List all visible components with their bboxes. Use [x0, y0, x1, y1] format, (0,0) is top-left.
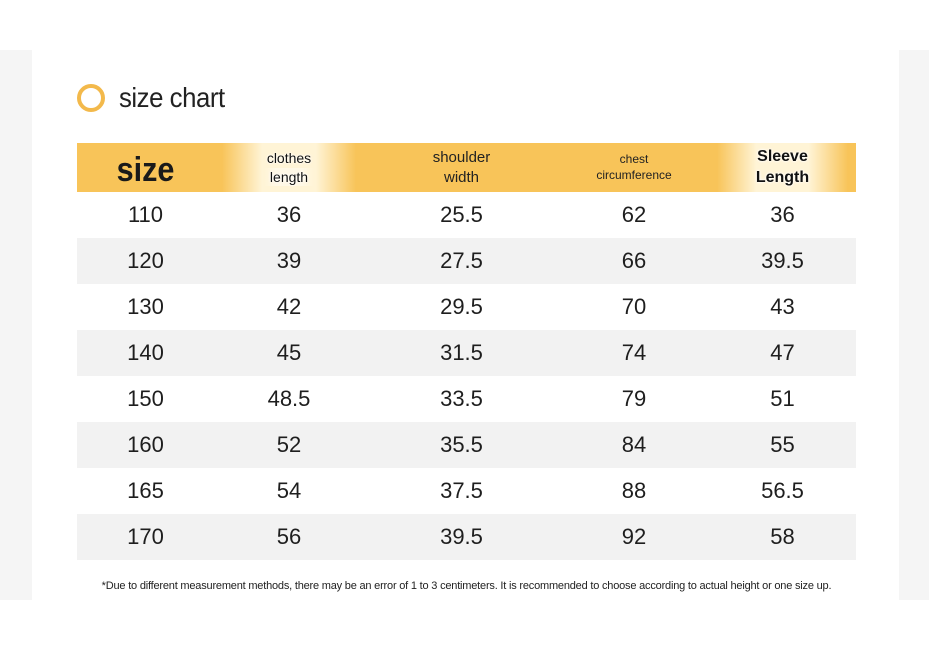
- table-header: size clothes length shoulder width chest…: [77, 143, 856, 192]
- cell-chest-circumference: 74: [621, 340, 647, 365]
- table-row: 140 45 31.5 74 47: [77, 330, 856, 376]
- left-margin-band: [0, 50, 32, 600]
- cell-sleeve-length: 51: [770, 386, 795, 411]
- cell-size: 150: [127, 386, 164, 411]
- cell-sleeve-length: 47: [770, 340, 795, 365]
- header-shoulder-width: shoulder width: [432, 149, 491, 186]
- cell-chest-circumference: 66: [621, 248, 647, 273]
- cell-shoulder-width: 31.5: [440, 340, 483, 365]
- footnote: *Due to different measurement methods, t…: [101, 580, 832, 592]
- table-row: 165 54 37.5 88 56.5: [77, 468, 856, 514]
- cell-size: 170: [127, 524, 164, 549]
- cell-chest-circumference: 79: [621, 386, 647, 411]
- header-sleeve-length: Sleeve Length: [709, 143, 856, 192]
- right-margin-band: [899, 50, 929, 600]
- cell-size: 120: [127, 248, 164, 273]
- table-row: 150 48.5 33.5 79 51: [77, 376, 856, 422]
- cell-chest-circumference: 62: [621, 202, 647, 227]
- cell-sleeve-length: 36: [770, 202, 795, 227]
- cell-clothes-length: 56: [276, 524, 302, 549]
- cell-sleeve-length: 43: [770, 294, 795, 319]
- circle-icon: [77, 84, 105, 112]
- cell-shoulder-width: 25.5: [440, 202, 483, 227]
- header-clothes-length: clothes length: [214, 143, 364, 192]
- cell-sleeve-length: 56.5: [761, 478, 804, 503]
- header-chest-circumference: chest circumference: [596, 151, 672, 182]
- cell-sleeve-length: 55: [770, 432, 795, 457]
- cell-clothes-length: 45: [276, 340, 302, 365]
- cell-shoulder-width: 37.5: [440, 478, 483, 503]
- cell-shoulder-width: 33.5: [440, 386, 483, 411]
- cell-size: 110: [127, 202, 164, 227]
- cell-chest-circumference: 88: [621, 478, 647, 503]
- cell-sleeve-length: 58: [770, 524, 795, 549]
- table-row: 160 52 35.5 84 55: [77, 422, 856, 468]
- table-row: 130 42 29.5 70 43: [77, 284, 856, 330]
- cell-clothes-length: 36: [276, 202, 302, 227]
- cell-clothes-length: 54: [276, 478, 302, 503]
- cell-size: 140: [127, 340, 164, 365]
- cell-clothes-length: 39: [276, 248, 302, 273]
- cell-size: 160: [127, 432, 164, 457]
- size-table: size clothes length shoulder width chest…: [77, 143, 856, 560]
- cell-chest-circumference: 70: [621, 294, 647, 319]
- header-size: size: [116, 151, 175, 189]
- cell-clothes-length: 52: [276, 432, 302, 457]
- cell-sleeve-length: 39.5: [761, 248, 804, 273]
- table-row: 110 36 25.5 62 36: [77, 192, 856, 238]
- cell-shoulder-width: 27.5: [440, 248, 483, 273]
- table-body: 110 36 25.5 62 36 120 39 27.5 66 39.5 130 42 29.5 70 4…: [77, 192, 856, 560]
- cell-clothes-length: 48.5: [267, 386, 311, 411]
- table-row: 170 56 39.5 92 58: [77, 514, 856, 560]
- cell-size: 130: [127, 294, 164, 319]
- table-row: 120 39 27.5 66 39.5: [77, 238, 856, 284]
- cell-chest-circumference: 92: [621, 524, 647, 549]
- cell-shoulder-width: 29.5: [440, 294, 483, 319]
- cell-clothes-length: 42: [276, 294, 302, 319]
- cell-shoulder-width: 35.5: [440, 432, 483, 457]
- cell-chest-circumference: 84: [621, 432, 647, 457]
- page-title: size chart: [119, 82, 225, 113]
- cell-size: 165: [127, 478, 164, 503]
- title-row: size chart: [77, 78, 234, 118]
- cell-shoulder-width: 39.5: [440, 524, 483, 549]
